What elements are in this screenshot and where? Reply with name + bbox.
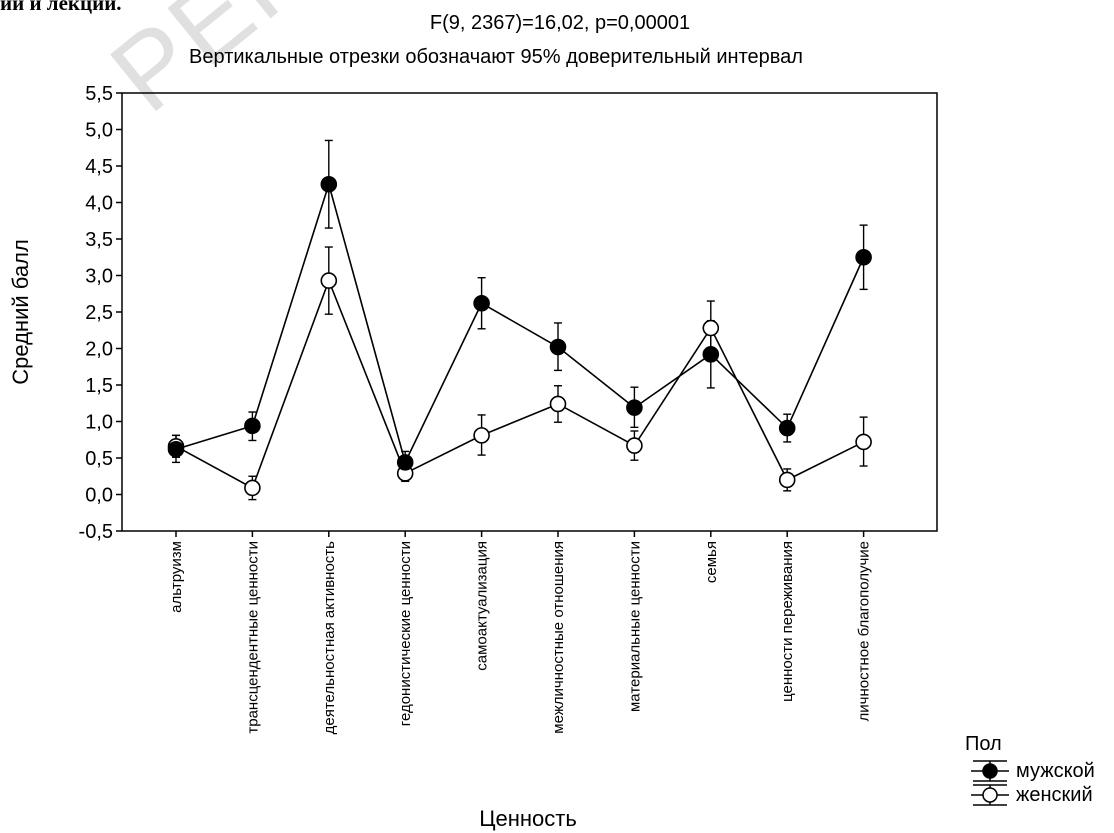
data-point-male bbox=[320, 175, 338, 193]
open-circle-marker-icon bbox=[971, 784, 1009, 806]
x-tick-label: трансцендентные ценности bbox=[244, 541, 261, 734]
x-tick-label: ценности переживания bbox=[779, 541, 796, 702]
y-tick-label: 0,5 bbox=[85, 448, 113, 470]
data-point-male bbox=[244, 417, 261, 435]
data-point-male bbox=[396, 454, 414, 471]
x-tick-label: деятельностная активность bbox=[321, 541, 338, 735]
x-tick-label: гедонистические ценности bbox=[397, 541, 414, 726]
data-point-female bbox=[778, 471, 796, 489]
data-point-female bbox=[855, 433, 872, 451]
data-point-male bbox=[549, 338, 567, 356]
chart-subtitle: Вертикальные отрезки обозначают 95% дове… bbox=[189, 46, 803, 68]
series-line-male bbox=[175, 181, 865, 465]
legend-title: Пол bbox=[965, 733, 1002, 755]
data-point-male bbox=[626, 399, 643, 416]
y-tick-label: 0,0 bbox=[85, 485, 113, 507]
legend-label-female: женский bbox=[1016, 784, 1093, 806]
x-tick-label: материальные ценности bbox=[626, 541, 643, 712]
page-top-fragment: ии и лекции. bbox=[0, 0, 122, 15]
x-axis: альтруизм трансцендентные ценности деятель… bbox=[168, 531, 873, 734]
x-tick-label: личностное благополучие bbox=[856, 541, 873, 722]
data-point-female bbox=[626, 437, 643, 454]
data-point-male bbox=[702, 346, 720, 363]
y-tick-label: 3,0 bbox=[85, 266, 113, 288]
y-tick-label: 5,0 bbox=[85, 120, 113, 142]
x-tick-label: семья bbox=[703, 541, 720, 583]
y-tick-label: 3,5 bbox=[85, 229, 113, 251]
data-point-male bbox=[778, 419, 796, 437]
data-point-female bbox=[244, 479, 261, 497]
y-tick-label: 4,0 bbox=[85, 193, 113, 215]
legend-item-female: женский bbox=[965, 783, 1114, 807]
x-axis-label: Ценность bbox=[479, 806, 577, 831]
legend-item-male: мужской bbox=[965, 759, 1114, 783]
series-line-female bbox=[175, 278, 864, 490]
plot-area bbox=[121, 92, 938, 532]
data-point-female bbox=[473, 427, 490, 444]
y-tick-label: 2,0 bbox=[85, 339, 113, 361]
y-tick-label: 2,5 bbox=[85, 302, 113, 324]
series-lines bbox=[175, 181, 865, 490]
x-tick-label: самоактуализация bbox=[474, 541, 491, 671]
y-axis: -0,5 0,0 0,5 1,0 1,5 2,0 2,5 3,0 3,5 4,0 4,5 5,0 5,5 bbox=[79, 83, 122, 543]
data-point-male bbox=[167, 440, 185, 458]
y-tick-label: -0,5 bbox=[79, 521, 113, 543]
data-point-female bbox=[702, 319, 720, 337]
data-point-male bbox=[855, 248, 872, 266]
y-tick-label: 1,0 bbox=[85, 412, 113, 434]
data-point-male bbox=[473, 294, 490, 312]
filled-circle-marker-icon bbox=[971, 760, 1009, 782]
x-tick-label: межличностные отношения bbox=[550, 541, 567, 734]
legend: Пол мужской женский bbox=[965, 733, 1114, 833]
legend-label-male: мужской bbox=[1016, 760, 1095, 782]
x-tick-label: альтруизм bbox=[168, 541, 185, 613]
y-tick-label: 5,5 bbox=[85, 83, 113, 105]
chart-title: F(9, 2367)=16,02, p=0,00001 bbox=[430, 12, 690, 34]
data-points bbox=[167, 175, 872, 497]
y-tick-label: 1,5 bbox=[85, 375, 113, 397]
y-axis-label: Средний балл bbox=[8, 239, 33, 385]
error-bars bbox=[172, 139, 868, 501]
data-point-female bbox=[549, 395, 567, 413]
data-point-female bbox=[320, 272, 338, 289]
y-tick-label: 4,5 bbox=[85, 156, 113, 178]
